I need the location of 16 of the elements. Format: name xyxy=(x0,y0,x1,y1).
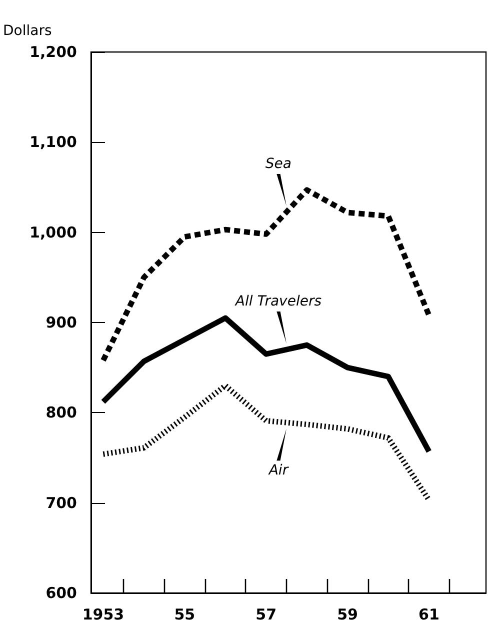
y-tick-label: 700 xyxy=(46,494,77,512)
x-tick-label: 61 xyxy=(418,606,440,624)
x-tick-label: 1953 xyxy=(82,606,124,624)
x-tick-label: 57 xyxy=(256,606,277,624)
x-tick-label: 55 xyxy=(174,606,196,624)
y-tick-label: 1,100 xyxy=(30,133,77,152)
y-tick-label: 900 xyxy=(46,314,77,332)
y-axis-title: Dollars xyxy=(3,23,52,39)
y-tick-label: 600 xyxy=(46,584,77,602)
y-tick-label: 1,200 xyxy=(30,43,77,61)
legend-label: Air xyxy=(268,462,290,479)
y-tick-label: 800 xyxy=(46,404,77,422)
y-tick-label: 1,000 xyxy=(30,223,77,242)
series-label: All Travelers xyxy=(234,294,322,310)
series-label: Sea xyxy=(265,156,292,172)
x-tick-label: 59 xyxy=(337,606,358,624)
